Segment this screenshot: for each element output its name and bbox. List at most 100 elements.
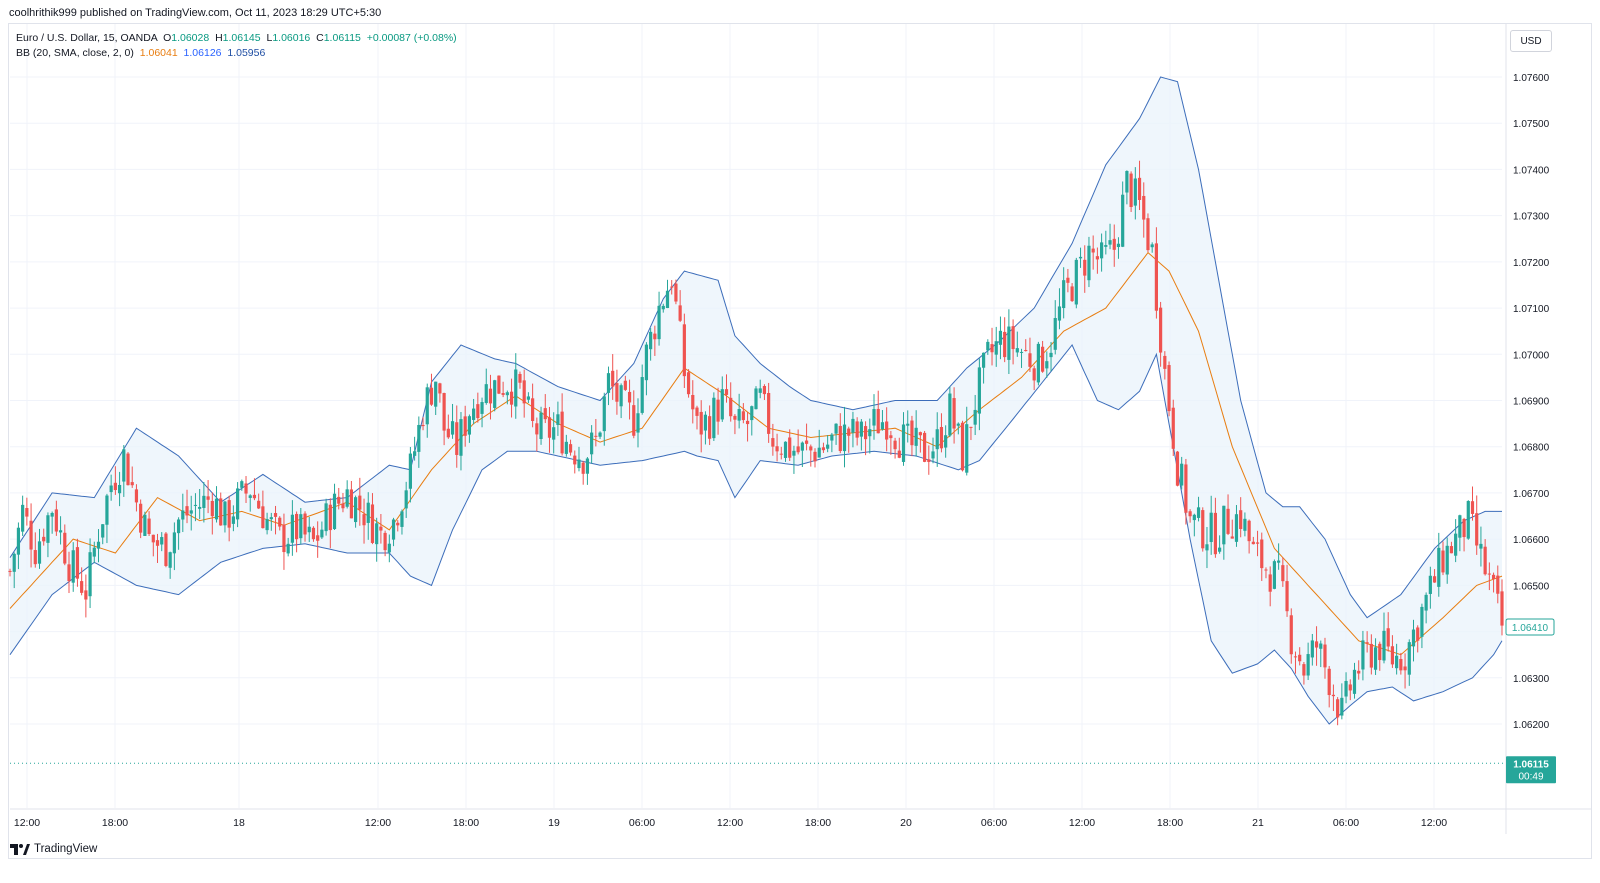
candle-body (1125, 170, 1129, 193)
candle-body (269, 517, 273, 520)
bollinger-basis-line (9, 251, 1503, 656)
candle-body (1306, 654, 1310, 676)
y-tick-label: 1.07600 (1513, 73, 1550, 84)
candle-body (67, 564, 71, 582)
candle-body (960, 422, 965, 471)
candle-body (244, 483, 248, 494)
candle-body (1289, 615, 1293, 655)
candle-body (1070, 286, 1074, 302)
bb-label[interactable]: BB (20, SMA, close, 2, 0) (16, 47, 134, 59)
candle-body (227, 500, 231, 528)
open-label: O (163, 32, 172, 44)
candle-body (1327, 668, 1331, 696)
candle-body (1087, 245, 1091, 281)
tradingview-brand[interactable]: TradingView (10, 843, 97, 855)
candle-body (467, 416, 472, 435)
candle-body (998, 330, 1003, 345)
candle-body (897, 450, 901, 458)
candle-body (324, 503, 328, 532)
candle-body (1091, 248, 1095, 253)
candle-body (1437, 547, 1441, 587)
candle-body (1454, 533, 1458, 556)
candle-body (189, 510, 193, 514)
candle-body (434, 381, 438, 407)
candle-body (1369, 643, 1373, 668)
candle-body (531, 398, 535, 421)
candle-body (594, 435, 598, 437)
candle-body (421, 425, 425, 427)
y-tick-label: 1.07200 (1513, 258, 1550, 269)
candle-body (644, 344, 649, 381)
candle-body (450, 421, 455, 435)
candle-body (1066, 277, 1070, 283)
x-tick-label: 18:00 (102, 817, 128, 829)
candle-body (417, 424, 421, 452)
candle-body (501, 393, 505, 395)
candle-body (1142, 195, 1146, 220)
candle-body (493, 380, 497, 408)
candle-body (1213, 512, 1218, 555)
candle-body (1382, 630, 1386, 661)
candle-body (977, 367, 981, 414)
candle-body (1285, 581, 1289, 612)
candle-body (80, 581, 84, 593)
candle-body (817, 447, 821, 458)
candle-body (834, 423, 838, 434)
candle-body (214, 498, 219, 520)
low-value: 1.06016 (272, 32, 311, 44)
candle-body (754, 388, 758, 410)
candle-body (105, 495, 109, 525)
candle-body (290, 514, 294, 543)
candle-body (1163, 355, 1167, 369)
candle-body (560, 411, 564, 454)
candle-body (1028, 353, 1032, 367)
candle-body (1428, 575, 1432, 594)
candle-body (1184, 464, 1188, 513)
symbol-label[interactable]: Euro / U.S. Dollar, 15, OANDA (16, 32, 158, 44)
candle-body (396, 522, 400, 526)
candle-body (1112, 238, 1116, 250)
candle-body (1019, 351, 1024, 353)
candle-body (1390, 646, 1395, 665)
high-value: 1.06145 (222, 32, 261, 44)
candle-body (358, 495, 362, 510)
candle-body (257, 500, 261, 509)
candle-body (42, 536, 46, 542)
candle-body (1247, 520, 1251, 542)
candle-body (1074, 259, 1078, 305)
candle-body (922, 432, 927, 462)
candle-body (880, 422, 885, 430)
candle-body (910, 420, 914, 446)
candle-body (986, 341, 990, 351)
x-tick-label: 12:00 (1421, 817, 1447, 829)
chart-legend: Euro / U.S. Dollar, 15, OANDA O1.06028 H… (16, 31, 457, 61)
chart-frame[interactable] (8, 23, 1592, 859)
candle-body (775, 446, 779, 452)
candle-body (1336, 699, 1340, 718)
candle-body (1083, 259, 1087, 276)
candle-body (1340, 697, 1344, 716)
y-tick-label: 1.07000 (1513, 350, 1550, 361)
candle-body (63, 532, 67, 564)
candle-body (1416, 627, 1420, 641)
candle-body (1479, 543, 1483, 549)
candle-body (311, 527, 316, 540)
y-tick-label: 1.06700 (1513, 489, 1550, 500)
candle-body (518, 373, 522, 383)
candle-body (400, 511, 404, 527)
candle-body (678, 305, 682, 321)
candle-body (442, 392, 446, 431)
candle-body (210, 500, 214, 517)
candle-body (8, 570, 12, 572)
candle-body (535, 423, 539, 435)
currency-button[interactable]: USD (1510, 30, 1552, 52)
bb-upper-value: 1.06126 (183, 47, 222, 59)
ohlc-legend-row: Euro / U.S. Dollar, 15, OANDA O1.06028 H… (16, 31, 457, 46)
candle-body (21, 504, 25, 532)
candle-body (307, 526, 311, 533)
candle-body (771, 438, 775, 447)
candle-body (164, 533, 168, 566)
candle-body (185, 506, 189, 516)
candle-body (1491, 574, 1496, 580)
